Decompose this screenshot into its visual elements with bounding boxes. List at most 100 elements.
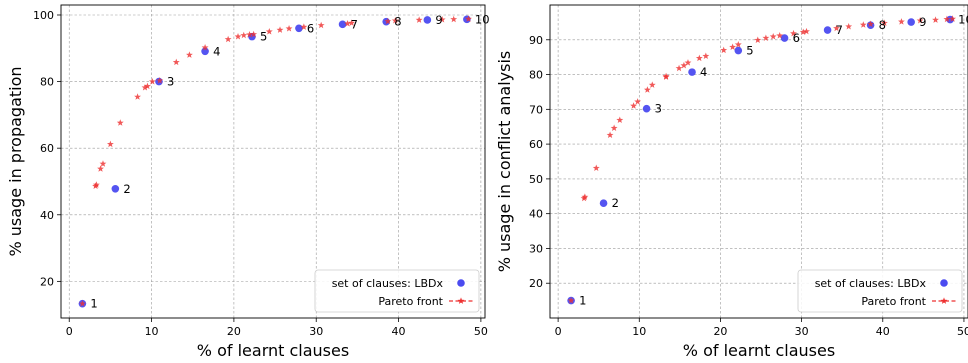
pareto-point xyxy=(702,52,710,60)
x-tick-label: 50 xyxy=(474,325,488,338)
pareto-point xyxy=(234,33,242,40)
y-tick-label: 100 xyxy=(33,9,54,22)
y-tick-label: 40 xyxy=(40,209,54,222)
pareto-point xyxy=(675,64,683,72)
pareto-point xyxy=(943,15,951,23)
pareto-point xyxy=(285,25,293,32)
pareto-point xyxy=(859,21,867,28)
y-tick-label: 70 xyxy=(529,103,543,116)
pareto-point xyxy=(144,82,151,90)
pareto-point xyxy=(348,19,356,26)
pareto-point xyxy=(790,29,797,37)
y-tick-label: 90 xyxy=(529,34,543,47)
pareto-point xyxy=(415,16,423,23)
pareto-point xyxy=(769,33,777,40)
pareto-point xyxy=(465,15,472,22)
pareto-point xyxy=(581,193,589,200)
plot-area xyxy=(78,15,472,308)
pareto-point xyxy=(684,59,692,66)
point-label: 6 xyxy=(793,31,800,45)
lbd-point xyxy=(734,46,743,55)
pareto-point xyxy=(141,83,149,91)
pareto-point xyxy=(99,160,107,167)
legend-marker-pareto xyxy=(940,297,948,304)
pareto-point xyxy=(186,51,193,58)
legend-box xyxy=(314,269,480,313)
y-tick-label: 60 xyxy=(529,138,543,151)
lbd-point xyxy=(423,16,432,24)
x-tick-label: 30 xyxy=(795,325,809,338)
pareto-point xyxy=(317,21,325,29)
axes-frame xyxy=(60,4,486,319)
pareto-point xyxy=(97,165,104,172)
pareto-point xyxy=(78,300,86,307)
point-label: 5 xyxy=(746,44,753,58)
pareto-point xyxy=(567,297,575,304)
pareto-point xyxy=(799,28,807,36)
x-tick-label: 20 xyxy=(713,325,727,338)
pareto-point xyxy=(729,43,737,50)
x-tick-label: 0 xyxy=(555,325,562,338)
pareto-point xyxy=(92,181,100,188)
pareto-point xyxy=(776,32,784,39)
pareto-point xyxy=(300,23,308,30)
legend-label-lbd: set of clauses: LBDx xyxy=(815,277,927,290)
pareto-point xyxy=(762,34,770,41)
chart-panel-1: 0 10 20 30 40 50 20 40 60 80 100 % of learnt clause… xyxy=(6,4,490,360)
pareto-point xyxy=(265,28,273,35)
point-label: 2 xyxy=(123,182,130,196)
point-label: 1 xyxy=(90,297,97,311)
y-tick-label: 50 xyxy=(529,173,543,186)
legend-marker-lbd xyxy=(940,279,948,287)
pareto-point xyxy=(606,131,614,138)
y-tick-label: 20 xyxy=(529,277,543,290)
point-label: 9 xyxy=(919,15,926,29)
pareto-point xyxy=(916,17,924,24)
pareto-point xyxy=(344,20,351,27)
x-tick-label: 0 xyxy=(66,325,73,338)
pareto-point xyxy=(592,164,600,172)
y-tick-label: 60 xyxy=(40,142,54,155)
y-axis-title: % usage in propagation xyxy=(6,66,25,256)
pareto-point xyxy=(932,16,939,23)
pareto-point xyxy=(634,98,642,105)
point-label: 3 xyxy=(655,102,662,116)
pareto-point xyxy=(949,15,956,22)
pareto-point xyxy=(438,16,446,23)
legend-marker-pareto xyxy=(457,297,465,304)
legend-label-lbd: set of clauses: LBDx xyxy=(332,277,444,290)
lbd-point xyxy=(688,68,696,76)
legend-label-pareto: Pareto front xyxy=(378,295,443,308)
lbd-point xyxy=(201,47,209,56)
pareto-point xyxy=(276,26,284,33)
point-label: 6 xyxy=(307,21,314,35)
plot-area xyxy=(567,15,956,305)
x-tick-label: 40 xyxy=(876,325,890,338)
pareto-point xyxy=(754,36,762,44)
chart-panel-2: 0 10 20 30 40 50 20 30 40 50 60 70 80 90 % of learnt c… xyxy=(495,4,968,360)
pareto-point xyxy=(833,24,840,32)
x-tick-label: 10 xyxy=(632,325,646,338)
pareto-point xyxy=(845,22,853,30)
pareto-point xyxy=(867,20,875,28)
lbd-point xyxy=(599,199,608,208)
y-tick-label: 80 xyxy=(529,69,543,82)
pareto-point xyxy=(106,140,114,148)
pareto-point xyxy=(250,30,258,38)
x-tick-label: 50 xyxy=(957,325,968,338)
pareto-point xyxy=(134,93,141,100)
x-tick-label: 10 xyxy=(145,325,159,338)
pareto-point xyxy=(648,81,656,88)
pareto-point xyxy=(450,15,458,23)
pareto-point xyxy=(224,35,232,43)
lbd-point xyxy=(111,185,120,193)
pareto-point xyxy=(156,76,164,84)
point-label: 8 xyxy=(879,18,886,32)
legend-marker-lbd xyxy=(457,279,465,287)
pareto-point xyxy=(720,46,728,54)
lbd-point xyxy=(907,18,915,26)
pareto-point xyxy=(803,27,810,35)
point-label: 2 xyxy=(612,196,619,210)
x-axis-title: % of learnt clauses xyxy=(197,341,349,360)
pareto-point xyxy=(643,86,651,93)
